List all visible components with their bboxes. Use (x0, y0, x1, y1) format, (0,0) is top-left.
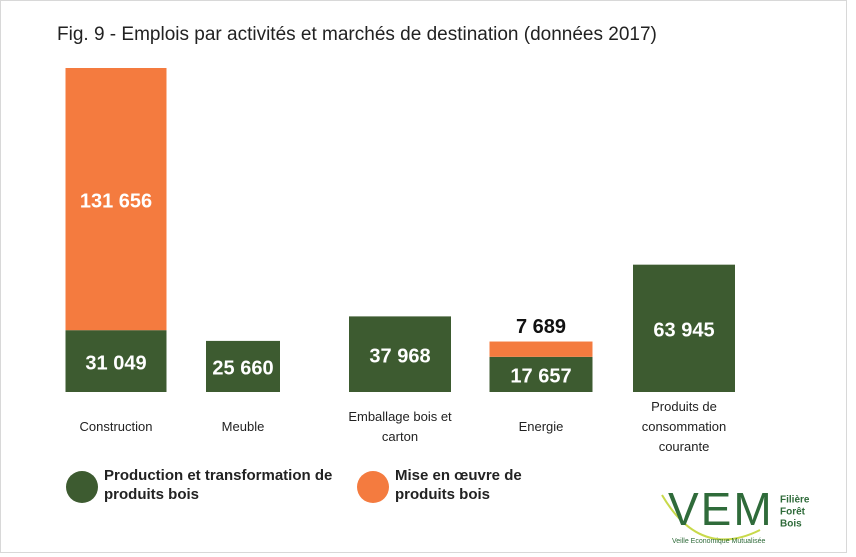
legend-label: Production et transformation de produits… (104, 467, 333, 503)
bar-segment (489, 356, 593, 392)
bar-segment (65, 330, 167, 392)
legend-swatch (357, 471, 389, 503)
logo-text: Filière (780, 495, 810, 506)
x-tick-label: Energie (518, 419, 564, 434)
x-tick-label: Emballage bois et carton (348, 409, 452, 444)
data-label: 17 657 (510, 366, 571, 388)
logo-text: Forêt (780, 507, 806, 518)
x-tick-label: Construction (79, 419, 153, 434)
data-label: 131 656 (80, 190, 152, 212)
bar-segment (65, 68, 167, 331)
chart-title: Fig. 9 - Emplois par activités et marché… (57, 24, 657, 45)
bar-segment (349, 316, 451, 392)
data-label: 31 049 (85, 352, 146, 374)
x-tick-label: Meuble (221, 419, 265, 434)
bar-segment (489, 341, 593, 357)
data-label: 37 968 (369, 345, 430, 367)
x-tick-label: Produits de consommation courante (641, 399, 727, 454)
data-label: 63 945 (653, 320, 714, 342)
logo: VEM Filière Forêt Bois Veille Economique… (661, 483, 810, 545)
logo-tagline: Veille Economique Mutualisée (672, 538, 765, 545)
data-label: 25 660 (212, 358, 273, 380)
logo-mark: VEM (668, 483, 774, 535)
bar-segment (633, 264, 735, 392)
legend-swatch (66, 471, 98, 503)
logo-swoosh (661, 494, 761, 541)
legend-label: Mise en œuvre de produits bois (395, 467, 522, 503)
logo-text: Bois (780, 519, 802, 530)
data-label: 7 689 (516, 316, 566, 338)
bar-segment (206, 340, 280, 392)
